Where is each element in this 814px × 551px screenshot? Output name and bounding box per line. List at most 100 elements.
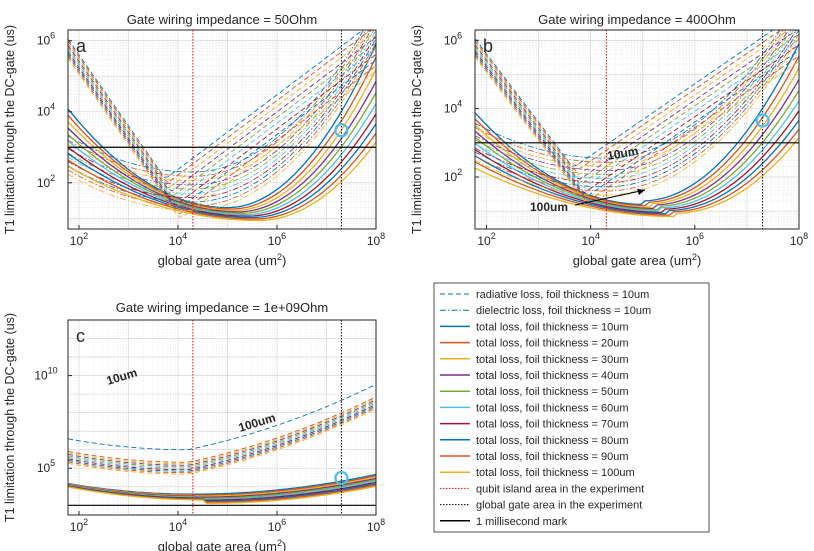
y-tick-label: 102 [444, 167, 462, 184]
panel-title: Gate wiring impedance = 400Ohm [538, 12, 736, 27]
radiative-series-60um [68, 402, 376, 469]
x-tick-label: 108 [367, 517, 385, 534]
radiative-series-50um [68, 400, 376, 468]
legend-entry: total loss, foil thickness = 60um [440, 402, 629, 414]
dielectric-series-30um [68, 30, 370, 181]
total-series-40um [68, 81, 376, 213]
legend-label: global gate area in the experiment [476, 500, 642, 512]
y-tick-label: 105 [37, 458, 55, 475]
y-tick-label: 102 [37, 173, 55, 190]
dielectric-series-70um [475, 30, 797, 184]
total-series-30um [475, 67, 799, 208]
legend-label: 1 millisecond mark [476, 516, 568, 528]
dielectric-series-80um [68, 38, 376, 203]
dielectric-series-20um [475, 30, 784, 163]
annotation-10um: 10um [606, 144, 639, 163]
y-tick-label: 104 [37, 102, 55, 119]
legend-entry: total loss, foil thickness = 70um [440, 419, 629, 431]
radiative-series-40um [68, 36, 376, 192]
legend-entry: total loss, foil thickness = 40um [440, 370, 629, 382]
legend-label: total loss, foil thickness = 100um [476, 467, 635, 479]
plot-area [68, 320, 376, 515]
plot-area [475, 30, 799, 229]
total-series-10um [68, 43, 376, 209]
legend-label: total loss, foil thickness = 90um [476, 451, 629, 463]
legend-label: total loss, foil thickness = 70um [476, 419, 629, 431]
panel-title: Gate wiring impedance = 50Ohm [127, 12, 317, 27]
legend-entry: global gate area in the experiment [440, 500, 642, 512]
x-axis-label: global gate area (um2) [158, 538, 287, 551]
radiative-series-40um [68, 399, 376, 466]
radiative-series-60um [475, 39, 799, 188]
dielectric-series-80um [475, 30, 799, 188]
dielectric-series-60um [475, 30, 795, 179]
x-axis-label: global gate area (um2) [573, 252, 702, 268]
radiative-series-50um [68, 42, 376, 198]
legend-label: dielectric loss, foil thickness = 10um [476, 305, 651, 317]
plot-background [475, 30, 799, 229]
total-series-80um [68, 123, 376, 219]
y-axis-label: T1 limitation through the DC-gate (us) [410, 25, 424, 234]
axes-box [474, 29, 800, 230]
x-tick-label: 102 [477, 231, 495, 248]
legend-entry: 1 millisecond mark [440, 516, 568, 528]
total-series-30um [68, 69, 376, 212]
x-tick-label: 108 [790, 231, 808, 248]
panel-letter: b [483, 36, 493, 56]
total-series-90um [475, 128, 799, 216]
x-tick-label: 104 [582, 231, 600, 248]
radiative-series-40um [475, 30, 798, 180]
radiative-series-20um [475, 30, 782, 172]
dielectric-series-100um [68, 46, 376, 211]
dielectric-series-90um [475, 33, 799, 192]
panel-letter: a [76, 36, 87, 56]
x-tick-label: 104 [169, 517, 187, 534]
dielectric-series-60um [68, 30, 376, 194]
panel-b: 10um 100um 102 104 106 108 102 104 106 Gate wirin… [410, 12, 808, 268]
total-series-100um [68, 485, 376, 504]
total-series-70um [68, 113, 376, 217]
legend-entry: total loss, foil thickness = 100um [440, 467, 635, 479]
total-series-50um [68, 92, 376, 214]
legend-entry: total loss, foil thickness = 20um [440, 338, 629, 350]
radiative-series-100um [68, 408, 376, 475]
annotation-arrowhead [637, 189, 645, 195]
legend-label: radiative loss, foil thickness = 10um [476, 289, 649, 301]
legend-entry: total loss, foil thickness = 50um [440, 386, 629, 398]
total-series-80um [475, 119, 799, 215]
radiative-series-30um [68, 397, 376, 465]
x-tick-label: 106 [686, 231, 704, 248]
total-series-50um [475, 90, 799, 211]
x-tick-label: 102 [70, 231, 88, 248]
x-axis-label: global gate area (um2) [158, 252, 287, 268]
x-tick-label: 102 [70, 517, 88, 534]
radiative-series-10um [475, 30, 774, 167]
legend-box [433, 282, 710, 533]
dielectric-series-50um [68, 30, 375, 190]
total-series-20um [475, 55, 799, 207]
x-tick-label: 106 [268, 517, 286, 534]
dielectric-series-100um [475, 37, 799, 196]
dielectric-series-70um [68, 34, 376, 199]
plot-area [68, 30, 376, 229]
x-tick-label: 104 [169, 231, 187, 248]
radiative-series-20um [68, 30, 372, 184]
axes-box [67, 29, 377, 230]
annotation-arrow [574, 189, 646, 206]
y-tick-label: 106 [37, 31, 55, 48]
legend-entry: total loss, foil thickness = 10um [440, 321, 629, 333]
total-series-20um [68, 56, 376, 210]
radiative-series-90um [68, 406, 376, 474]
dielectric-series-20um [68, 30, 367, 177]
y-tick-label: 1010 [34, 366, 57, 383]
legend-label: total loss, foil thickness = 50um [476, 386, 629, 398]
legend-label: total loss, foil thickness = 40um [476, 370, 629, 382]
radiative-series-70um [68, 51, 376, 206]
radiative-series-100um [68, 58, 376, 218]
panel-title: Gate wiring impedance = 1e+09Ohm [116, 300, 328, 315]
panel-a: 102 104 106 108 102 104 106 Gate wiring impedan… [3, 12, 385, 268]
x-tick-label: 108 [367, 231, 385, 248]
radiative-series-50um [475, 33, 799, 186]
legend-label: total loss, foil thickness = 80um [476, 435, 629, 447]
